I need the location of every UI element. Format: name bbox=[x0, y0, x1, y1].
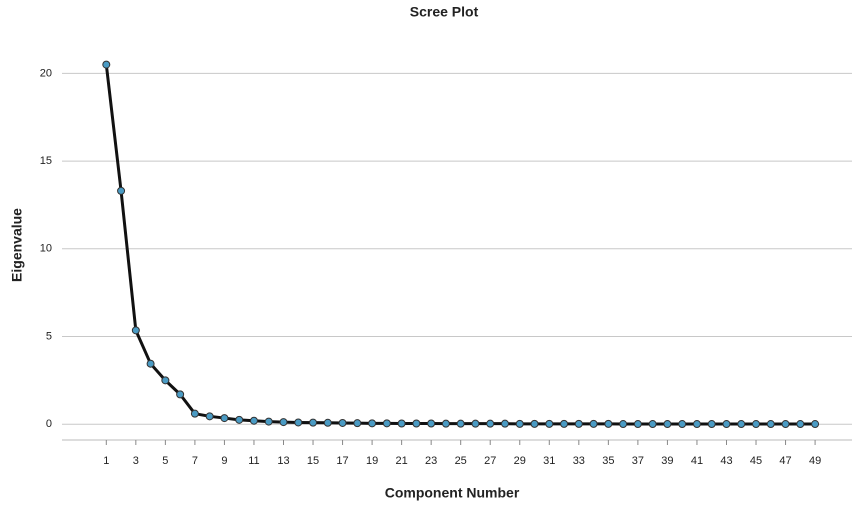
point bbox=[561, 420, 568, 427]
point bbox=[177, 391, 184, 398]
point bbox=[575, 420, 582, 427]
y-axis-label: Eigenvalue bbox=[9, 208, 25, 282]
point bbox=[620, 421, 627, 428]
point bbox=[132, 327, 139, 334]
point bbox=[457, 420, 464, 427]
point bbox=[369, 420, 376, 427]
point bbox=[442, 420, 449, 427]
point bbox=[324, 419, 331, 426]
point bbox=[250, 417, 257, 424]
point bbox=[738, 421, 745, 428]
point bbox=[708, 421, 715, 428]
point bbox=[118, 187, 125, 194]
x-tick-label: 37 bbox=[632, 455, 644, 467]
x-tick-label: 17 bbox=[336, 455, 348, 467]
x-tick-label: 31 bbox=[543, 455, 555, 467]
point bbox=[162, 377, 169, 384]
point bbox=[147, 360, 154, 367]
x-tick-label: 43 bbox=[720, 455, 732, 467]
x-tick-label: 13 bbox=[277, 455, 289, 467]
y-tick-label: 15 bbox=[40, 155, 52, 167]
point bbox=[679, 421, 686, 428]
point bbox=[354, 420, 361, 427]
x-tick-label: 3 bbox=[133, 455, 139, 467]
point bbox=[664, 421, 671, 428]
x-tick-label: 1 bbox=[103, 455, 109, 467]
point bbox=[221, 415, 228, 422]
x-tick-label: 19 bbox=[366, 455, 378, 467]
point bbox=[280, 419, 287, 426]
point bbox=[206, 413, 213, 420]
y-tick-label: 0 bbox=[46, 418, 52, 430]
y-tick-label: 5 bbox=[46, 330, 52, 342]
x-tick-label: 29 bbox=[514, 455, 526, 467]
point bbox=[812, 421, 819, 428]
point bbox=[501, 420, 508, 427]
point bbox=[649, 421, 656, 428]
point bbox=[191, 410, 198, 417]
point bbox=[797, 421, 804, 428]
point bbox=[693, 421, 700, 428]
x-tick-label: 39 bbox=[661, 455, 673, 467]
point bbox=[295, 419, 302, 426]
x-tick-label: 21 bbox=[396, 455, 408, 467]
point bbox=[605, 420, 612, 427]
point bbox=[383, 420, 390, 427]
x-tick-label: 35 bbox=[602, 455, 614, 467]
x-axis-label: Component Number bbox=[385, 485, 520, 501]
x-tick-label: 25 bbox=[455, 455, 467, 467]
chart: Scree Plot Component Number Eigenvalue 0… bbox=[0, 0, 854, 505]
point bbox=[516, 420, 523, 427]
x-tick-label: 9 bbox=[221, 455, 227, 467]
point bbox=[723, 421, 730, 428]
point bbox=[236, 416, 243, 423]
y-tick-label: 20 bbox=[40, 67, 52, 79]
point bbox=[753, 421, 760, 428]
point bbox=[634, 421, 641, 428]
x-tick-label: 47 bbox=[779, 455, 791, 467]
y-tick-label: 10 bbox=[40, 243, 52, 255]
point bbox=[339, 419, 346, 426]
point bbox=[782, 421, 789, 428]
point bbox=[546, 420, 553, 427]
x-tick-label: 41 bbox=[691, 455, 703, 467]
point bbox=[265, 418, 272, 425]
point bbox=[103, 61, 110, 68]
chart-title: Scree Plot bbox=[410, 4, 479, 20]
point bbox=[590, 420, 597, 427]
point bbox=[310, 419, 317, 426]
x-tick-label: 5 bbox=[162, 455, 168, 467]
point bbox=[428, 420, 435, 427]
x-tick-label: 33 bbox=[573, 455, 585, 467]
page: Scree Plot Component Number Eigenvalue 0… bbox=[0, 0, 854, 505]
point bbox=[767, 421, 774, 428]
point bbox=[531, 420, 538, 427]
x-tick-label: 49 bbox=[809, 455, 821, 467]
x-tick-label: 7 bbox=[192, 455, 198, 467]
point bbox=[487, 420, 494, 427]
point bbox=[472, 420, 479, 427]
x-tick-label: 15 bbox=[307, 455, 319, 467]
x-tick-label: 23 bbox=[425, 455, 437, 467]
point bbox=[413, 420, 420, 427]
x-tick-label: 45 bbox=[750, 455, 762, 467]
point bbox=[398, 420, 405, 427]
x-tick-label: 27 bbox=[484, 455, 496, 467]
x-tick-label: 11 bbox=[248, 455, 259, 467]
